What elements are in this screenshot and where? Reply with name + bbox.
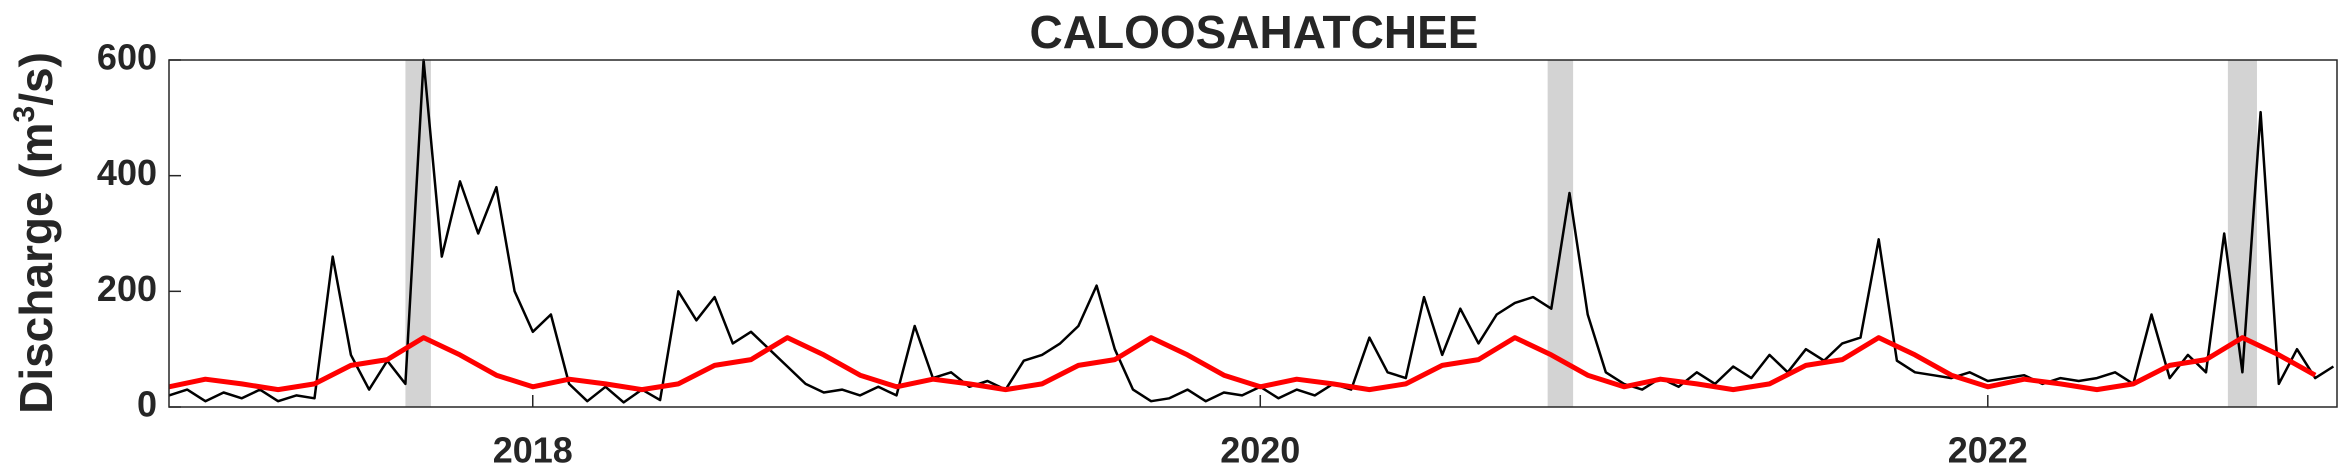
event-span [405, 60, 431, 407]
x-tick-label: 2020 [1220, 430, 1300, 471]
x-tick-label: 2018 [493, 430, 573, 471]
event-span [1547, 60, 1574, 407]
y-tick-label: 600 [97, 37, 157, 78]
y-axis-label-superscript: 3 [8, 106, 41, 123]
y-tick-label: 0 [137, 384, 157, 425]
series-line [168, 335, 2317, 393]
y-axis-label-part: Discharge (m [10, 122, 62, 413]
y-axis-label-part: /s) [10, 52, 62, 106]
y-tick-label: 200 [97, 268, 157, 309]
y-tick-label: 400 [97, 152, 157, 193]
x-tick-label: 2022 [1948, 430, 2028, 471]
plot-frame [168, 59, 2338, 408]
chart-title: CALOOSAHATCHEE [1030, 6, 1479, 58]
y-axis-label: Discharge (m3/s) [8, 52, 62, 414]
series-line [168, 58, 2335, 404]
